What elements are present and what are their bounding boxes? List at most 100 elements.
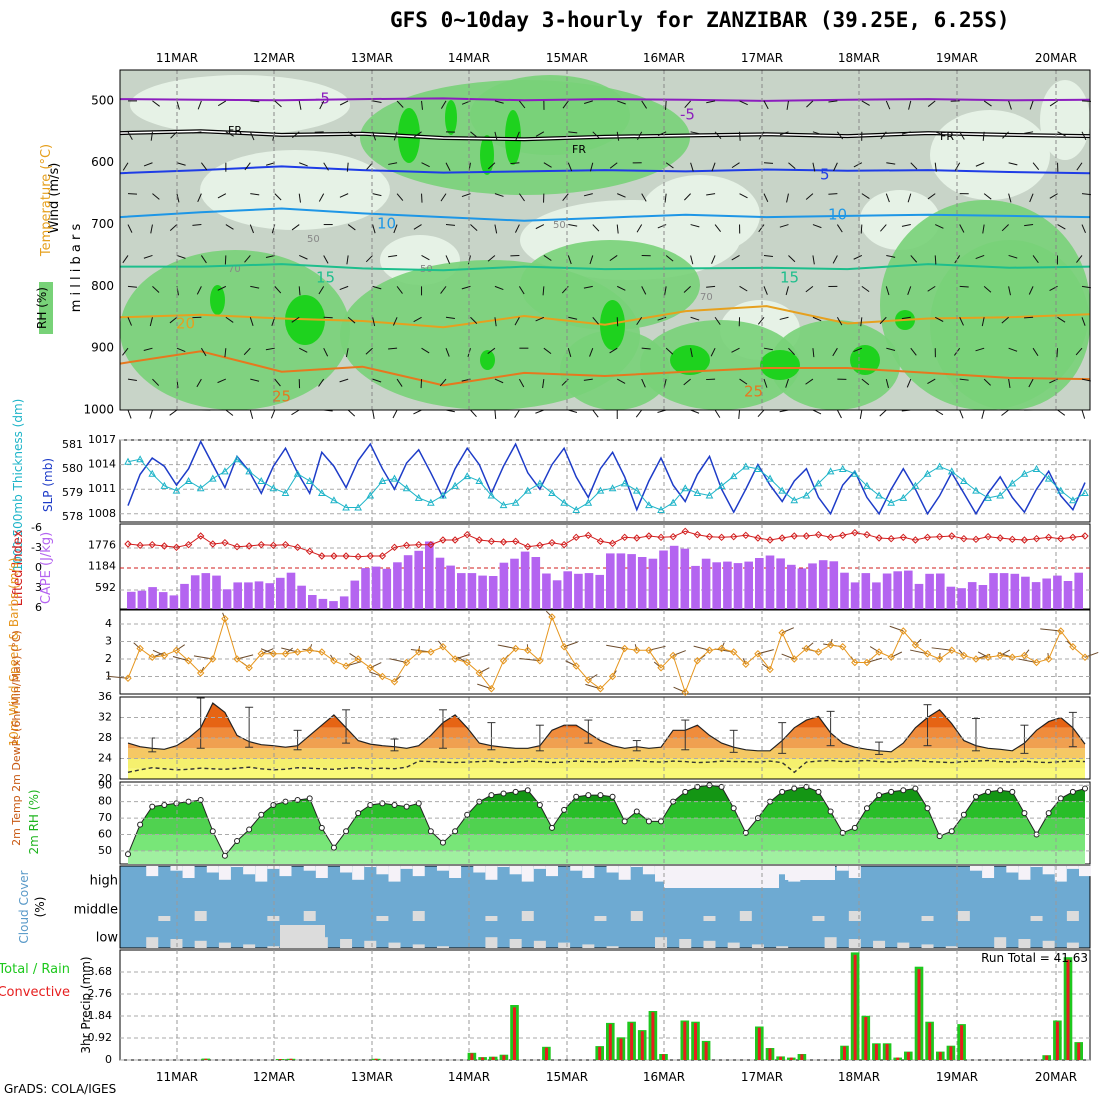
rh-saturated-region <box>760 350 800 380</box>
wind-barb <box>1001 409 1009 416</box>
wind-barb <box>616 224 619 234</box>
rh-contour-label: 70 <box>700 292 713 303</box>
cape-bar <box>414 550 423 609</box>
rh2m-marker <box>645 818 652 825</box>
cloud-middle-clear <box>848 911 861 921</box>
wind-barb <box>959 285 969 288</box>
isotherm-label: FR <box>572 143 586 156</box>
x-tick-label-top: 11MAR <box>156 51 198 65</box>
wind-barb <box>217 193 227 199</box>
wind-barb <box>739 193 748 199</box>
precip-convective-bar <box>491 1056 495 1060</box>
thickness-marker <box>863 481 871 489</box>
cape-bar <box>169 595 179 609</box>
wind-barb <box>396 193 404 201</box>
panel-frame-slp <box>119 439 1091 523</box>
wind-barb <box>589 255 594 265</box>
wind-barb <box>805 378 814 385</box>
cloud-high-clear <box>785 866 835 880</box>
y-tick-label: 1.84 <box>88 1009 113 1022</box>
y-tick-label: 80 <box>98 795 112 808</box>
isotherm-label: 20 <box>176 315 195 333</box>
cloud-middle-clear <box>158 916 171 921</box>
rh2m-marker <box>827 808 834 815</box>
wind-barb <box>347 409 356 417</box>
cape-bar <box>744 561 753 609</box>
rh-saturated-region <box>670 345 710 375</box>
rh-contour-label: 50 <box>307 234 320 245</box>
cloud-high-clear <box>376 866 389 875</box>
cloud-high-clear <box>206 866 219 873</box>
cape-bar <box>765 555 775 609</box>
cloud-low-clear <box>280 925 325 948</box>
rh2m-marker <box>682 788 689 795</box>
wind-barb <box>392 317 398 326</box>
wind-barb <box>250 193 260 196</box>
wind-barb <box>1049 193 1058 199</box>
isotherm-label: FR <box>940 130 954 143</box>
wind-barb <box>518 378 525 388</box>
wind-barb <box>413 131 422 138</box>
wind-barb <box>1056 348 1059 358</box>
cape-bar <box>1074 572 1083 609</box>
lifted-index-marker <box>511 537 520 546</box>
wind-barb <box>200 162 208 171</box>
chart-title: GFS 0~10day 3-hourly for ZANZIBAR (39.25… <box>390 8 1010 32</box>
thickness-marker <box>511 498 520 506</box>
wind10m-marker <box>427 648 435 656</box>
rh-moist-region <box>560 330 670 410</box>
thickness-marker <box>1081 489 1089 497</box>
wind-barb <box>853 347 863 353</box>
cape-bar <box>1063 581 1073 609</box>
cape-bar <box>552 580 562 609</box>
wind-barb <box>954 162 961 171</box>
panel-frame-temp2m-border <box>119 696 1091 780</box>
rh2m-marker <box>464 811 471 818</box>
cloud-high-clear <box>267 866 280 869</box>
cape-bar <box>478 575 487 609</box>
wind-barb <box>421 255 430 261</box>
wind-barb <box>683 285 691 293</box>
wind-barb <box>494 409 497 420</box>
cloud-low-clear <box>873 940 886 948</box>
wind-barb <box>690 316 700 321</box>
rh2m-marker <box>1082 785 1088 792</box>
wind-barb <box>196 378 202 388</box>
wind-barb <box>217 285 227 291</box>
cape-bar <box>457 573 466 609</box>
thickness-marker <box>451 481 459 489</box>
y-tick-label-left: 579 <box>62 486 83 499</box>
wind-barb <box>567 162 573 172</box>
wind-barb <box>1081 224 1086 234</box>
wind-barb <box>1008 193 1012 203</box>
rh2m-marker <box>318 824 325 831</box>
wind-barb <box>291 316 300 323</box>
wind10m-barb <box>1024 649 1030 656</box>
wind-barb <box>975 347 985 352</box>
wind10m-marker <box>729 648 738 656</box>
temp-band <box>128 768 1085 779</box>
wind-barb <box>934 316 944 322</box>
wind-barb <box>739 131 741 141</box>
wind-barb <box>127 317 132 326</box>
wind-barb <box>975 162 985 167</box>
wind10m-marker <box>524 646 532 654</box>
wind10m-marker <box>366 664 374 672</box>
cape-bar <box>701 558 711 609</box>
wind-barb <box>583 193 593 197</box>
wind-barb <box>192 131 202 134</box>
precip-convective-bar <box>800 1054 804 1060</box>
wind-barb <box>170 131 178 139</box>
wind10m-marker <box>814 648 823 656</box>
cape-bar <box>637 557 647 609</box>
lifted-index-marker <box>584 531 593 540</box>
thickness-marker <box>620 479 629 487</box>
wind-barb <box>1057 409 1066 416</box>
rh-saturated-region <box>480 350 495 370</box>
rh2m-marker <box>234 838 241 845</box>
wind-barb <box>617 285 626 291</box>
cape-bar <box>967 582 977 609</box>
cloud-low-clear <box>218 942 231 948</box>
wind-barb <box>339 193 349 198</box>
cape-bar <box>691 565 700 609</box>
